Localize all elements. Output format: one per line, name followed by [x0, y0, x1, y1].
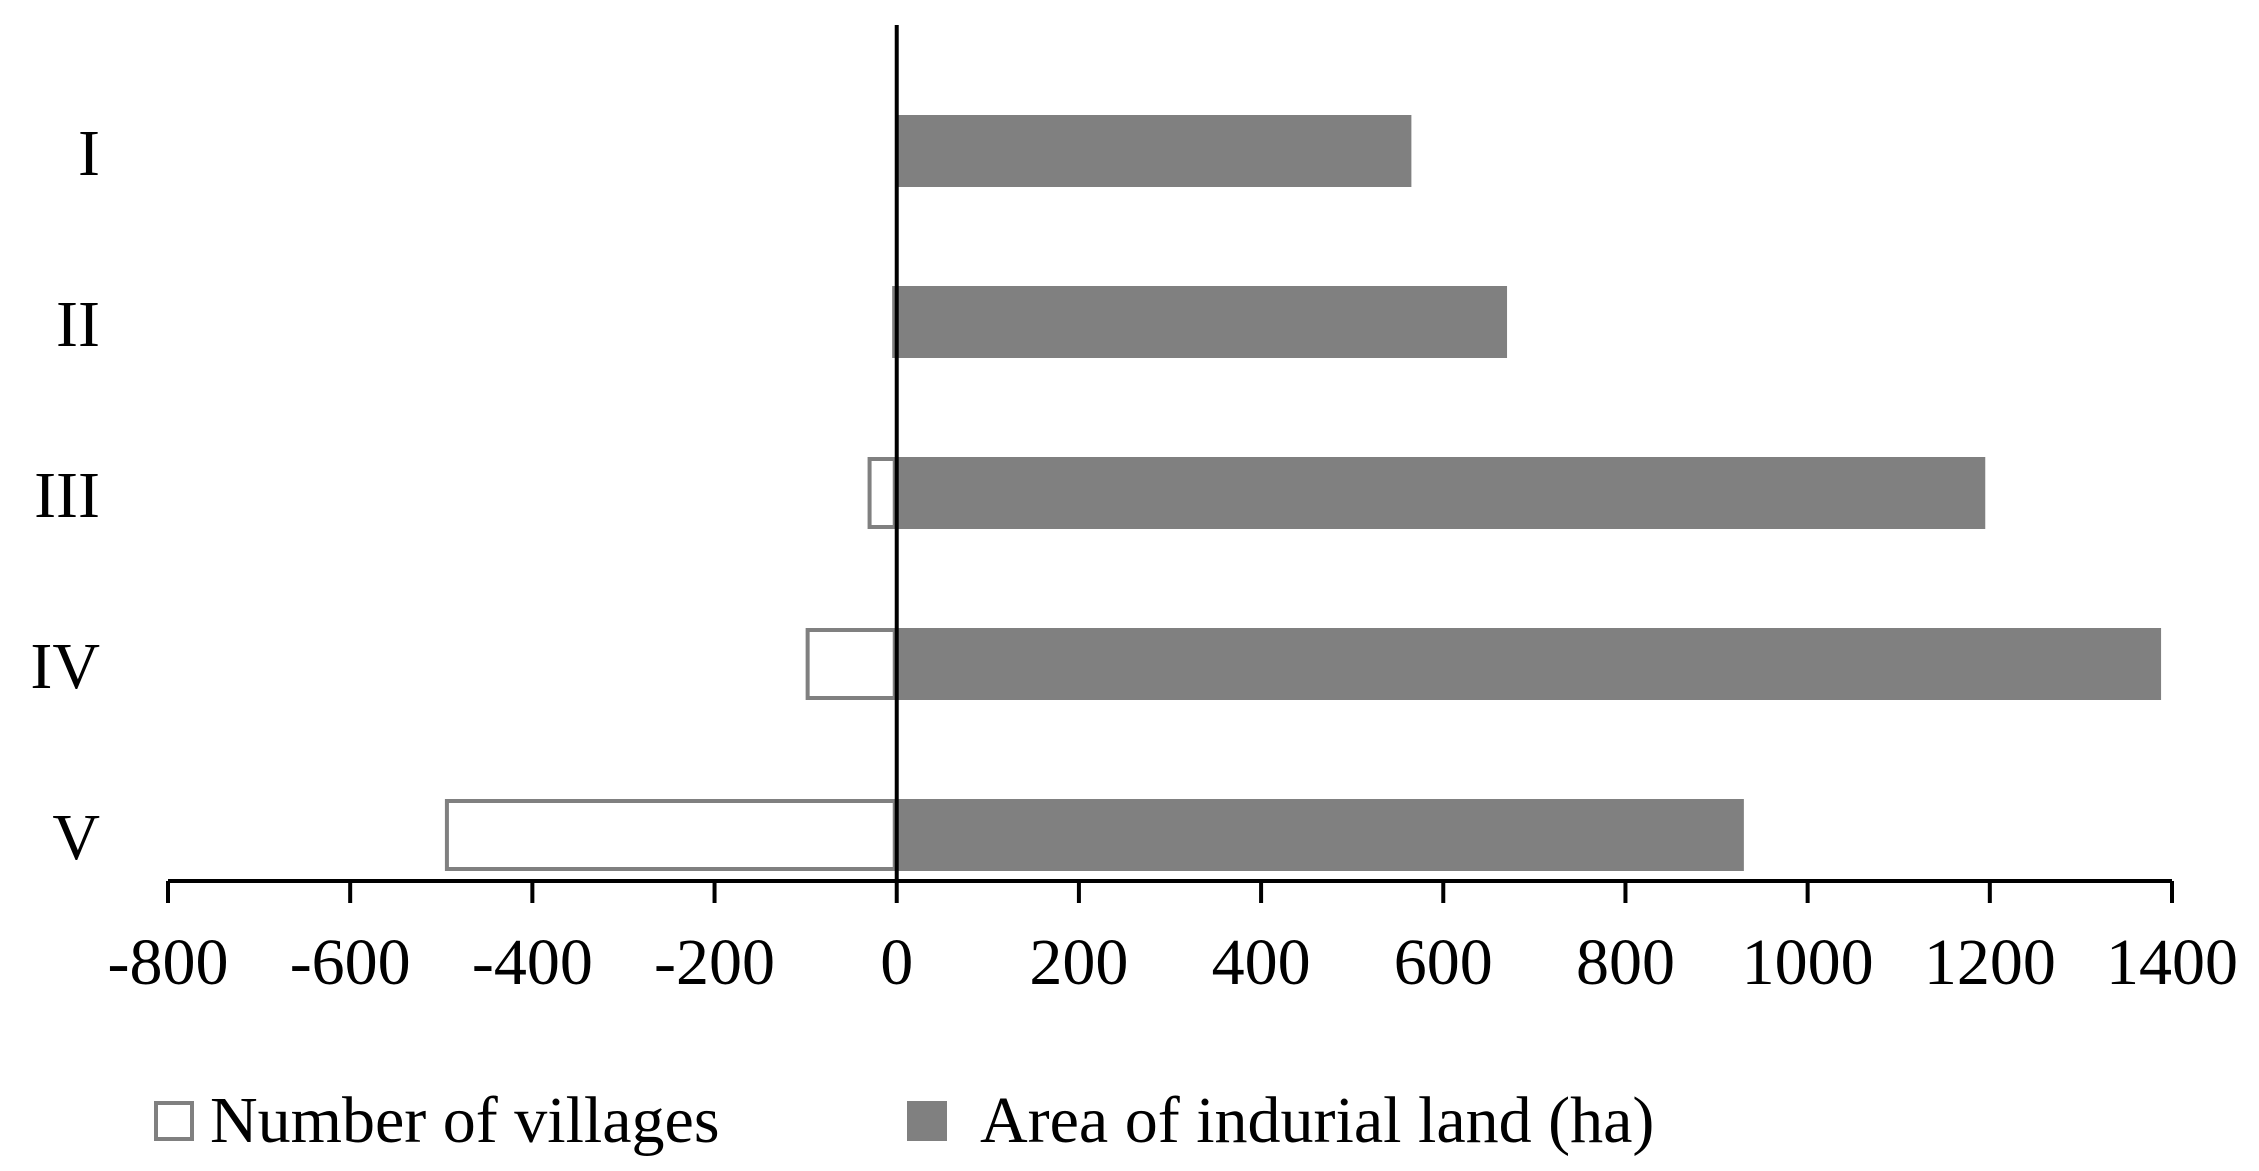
bar-villages-iii	[867, 457, 897, 529]
x-tick-label: 1200	[1924, 926, 2056, 999]
axes-layer	[166, 25, 2174, 903]
bar-industrial-land-ii	[896, 286, 1508, 358]
x-tick-label: -200	[654, 926, 775, 999]
bar-villages-v	[444, 799, 897, 871]
x-tick-label: -600	[290, 926, 411, 999]
legend-label: Number of villages	[210, 1084, 720, 1157]
category-label-iv: IV	[30, 630, 100, 703]
legend-item-villages: Number of villages	[154, 1084, 720, 1157]
x-tick-label: 1400	[2106, 926, 2238, 999]
bar-villages-iv	[805, 628, 897, 700]
bars-layer	[444, 115, 2162, 871]
bar-villages-ii	[892, 286, 897, 358]
category-label-iii: III	[34, 459, 100, 532]
x-tick-label: 200	[1029, 926, 1128, 999]
legend-item-industrial-land: Area of indurial land (ha)	[907, 1084, 1654, 1157]
x-tick-label: 800	[1576, 926, 1675, 999]
bar-industrial-land-iv	[896, 628, 2162, 700]
legend-label: Area of indurial land (ha)	[980, 1084, 1654, 1157]
category-label-ii: II	[56, 288, 100, 361]
legend-swatch	[907, 1101, 947, 1141]
category-label-i: I	[78, 117, 100, 190]
legend-swatch	[154, 1101, 194, 1141]
category-label-v: V	[52, 801, 100, 874]
bar-industrial-land-i	[896, 115, 1412, 187]
bar-industrial-land-v	[896, 799, 1744, 871]
x-tick-label: 600	[1394, 926, 1493, 999]
x-tick-label: -400	[472, 926, 593, 999]
x-tick-label: -800	[108, 926, 229, 999]
bar-industrial-land-iii	[896, 457, 1986, 529]
legend: Number of villages Area of indurial land …	[154, 1084, 1654, 1157]
x-tick-label: 400	[1212, 926, 1311, 999]
x-tick-label: 1000	[1742, 926, 1874, 999]
x-tick-label: 0	[880, 926, 913, 999]
